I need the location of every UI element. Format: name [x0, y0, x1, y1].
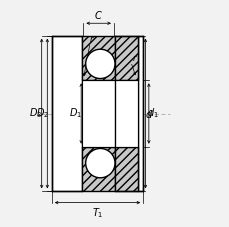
Bar: [82, 147, 114, 191]
Bar: [114, 147, 137, 191]
Bar: [82, 36, 114, 80]
Bar: [137, 36, 143, 191]
Bar: [114, 36, 137, 80]
Text: $T_1$: $T_1$: [91, 206, 103, 220]
Text: $r$: $r$: [131, 52, 137, 63]
Bar: [82, 80, 114, 147]
Text: $r$: $r$: [89, 34, 95, 44]
Text: $D_2$: $D_2$: [36, 107, 49, 120]
Circle shape: [85, 49, 114, 79]
Circle shape: [85, 148, 114, 178]
Bar: [114, 36, 137, 191]
Text: $d_1$: $d_1$: [147, 107, 158, 120]
Text: $d$: $d$: [144, 108, 152, 119]
Text: $D_1$: $D_1$: [69, 107, 82, 120]
Text: $D_3$: $D_3$: [29, 107, 43, 120]
Bar: [52, 36, 82, 191]
Bar: [114, 80, 137, 147]
Text: $C$: $C$: [94, 9, 103, 21]
